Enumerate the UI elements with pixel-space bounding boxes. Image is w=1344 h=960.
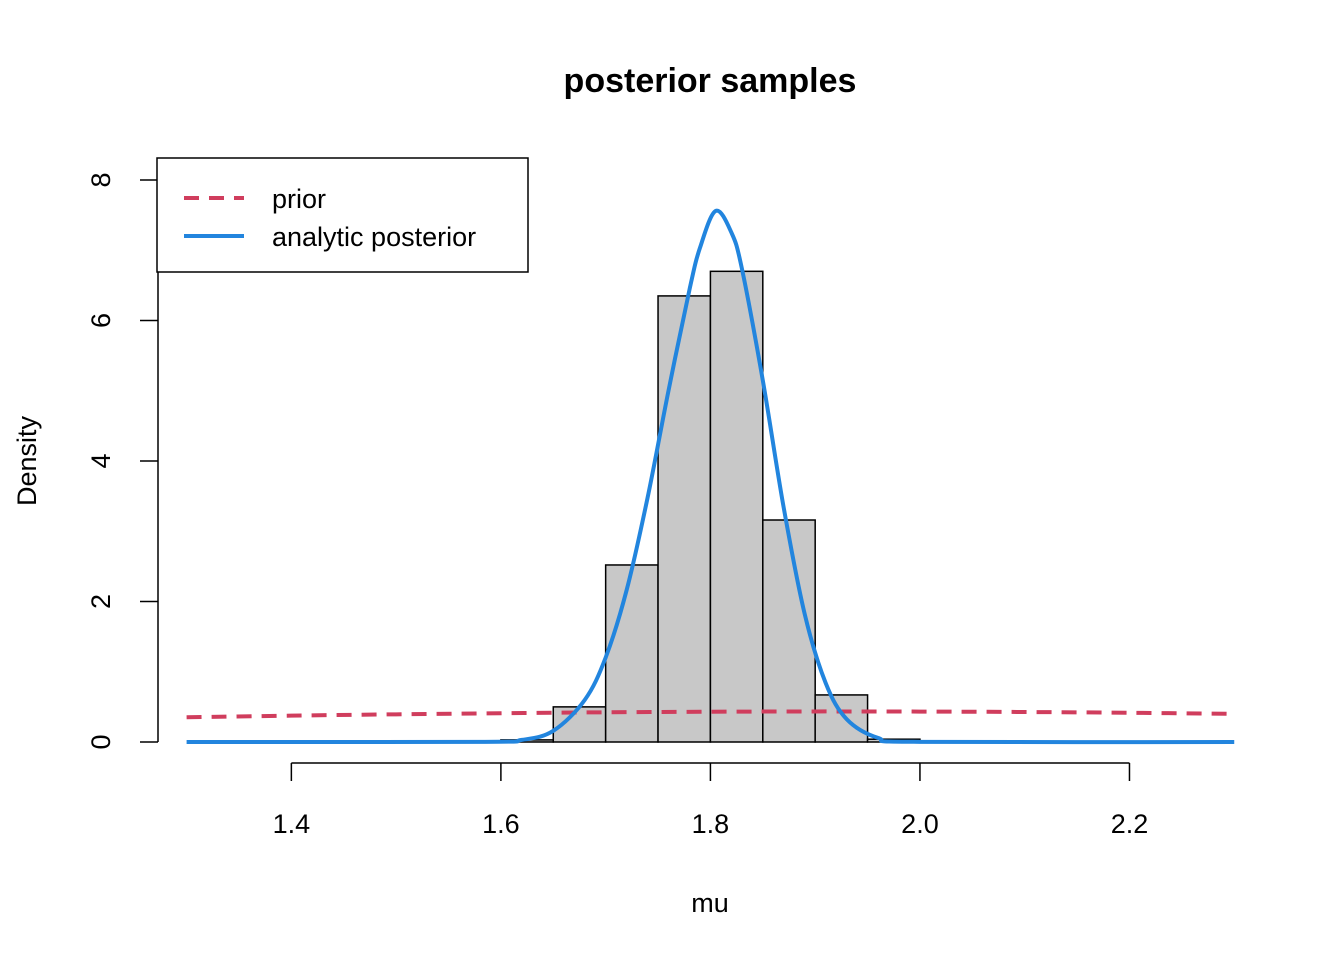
x-tick-label: 2.2 bbox=[1111, 809, 1149, 839]
y-axis: 0 2 4 6 8 bbox=[86, 172, 159, 750]
legend-box bbox=[156, 157, 529, 273]
y-tick-label: 4 bbox=[86, 453, 116, 468]
legend-label-analytic-posterior: analytic posterior bbox=[272, 222, 476, 252]
legend: prior analytic posterior bbox=[156, 157, 529, 273]
histogram-bar bbox=[657, 295, 712, 743]
histogram-bar bbox=[709, 270, 764, 743]
y-axis-label: Density bbox=[12, 415, 42, 506]
y-tick-label: 6 bbox=[86, 313, 116, 328]
x-tick-label: 1.4 bbox=[273, 809, 311, 839]
legend-label-prior: prior bbox=[272, 184, 326, 214]
x-tick-label: 2.0 bbox=[901, 809, 939, 839]
y-tick-label: 8 bbox=[86, 172, 116, 187]
histogram-bar bbox=[604, 564, 659, 743]
density-curves bbox=[186, 208, 1235, 745]
series-line-analytic-posterior bbox=[186, 208, 1235, 745]
histogram-bar bbox=[762, 519, 816, 743]
x-axis-label: mu bbox=[691, 888, 729, 918]
y-tick-label: 0 bbox=[86, 734, 116, 749]
x-tick-label: 1.6 bbox=[482, 809, 520, 839]
x-axis: 1.4 1.6 1.8 2.0 2.2 bbox=[273, 762, 1149, 839]
series-line-prior bbox=[186, 709, 1235, 720]
chart-title: posterior samples bbox=[564, 62, 857, 100]
y-tick-label: 2 bbox=[86, 594, 116, 609]
histogram-bars bbox=[500, 270, 921, 743]
x-tick-label: 1.8 bbox=[692, 809, 730, 839]
histogram-bar bbox=[814, 694, 869, 743]
